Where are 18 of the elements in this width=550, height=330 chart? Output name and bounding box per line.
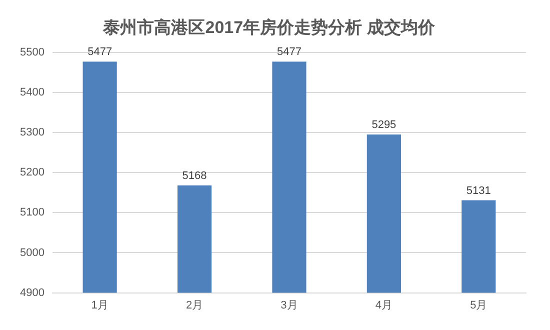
data-label: 5168: [182, 170, 207, 182]
y-tick-label: 5000: [20, 246, 44, 259]
y-tick-label: 5100: [20, 206, 44, 219]
data-label: 5477: [88, 46, 112, 58]
y-tick-label: 5500: [20, 46, 44, 58]
x-tick-label: 2月: [186, 299, 204, 312]
x-tick-label: 4月: [375, 299, 393, 312]
data-label: 5295: [372, 119, 396, 132]
y-tick-label: 5400: [20, 86, 44, 98]
data-label: 5477: [276, 46, 302, 58]
chart-title: 泰州市高港区2017年房价走势分析 成交均价: [102, 18, 436, 37]
x-tick-label: 1月: [91, 299, 108, 312]
y-tick-label: 5200: [20, 166, 44, 179]
y-tick-label: 4900: [20, 286, 44, 299]
data-label: 5131: [466, 184, 491, 197]
y-tick-label: 5300: [20, 126, 44, 139]
x-tick-label: 3月: [280, 299, 298, 312]
x-tick-label: 5月: [470, 299, 488, 312]
